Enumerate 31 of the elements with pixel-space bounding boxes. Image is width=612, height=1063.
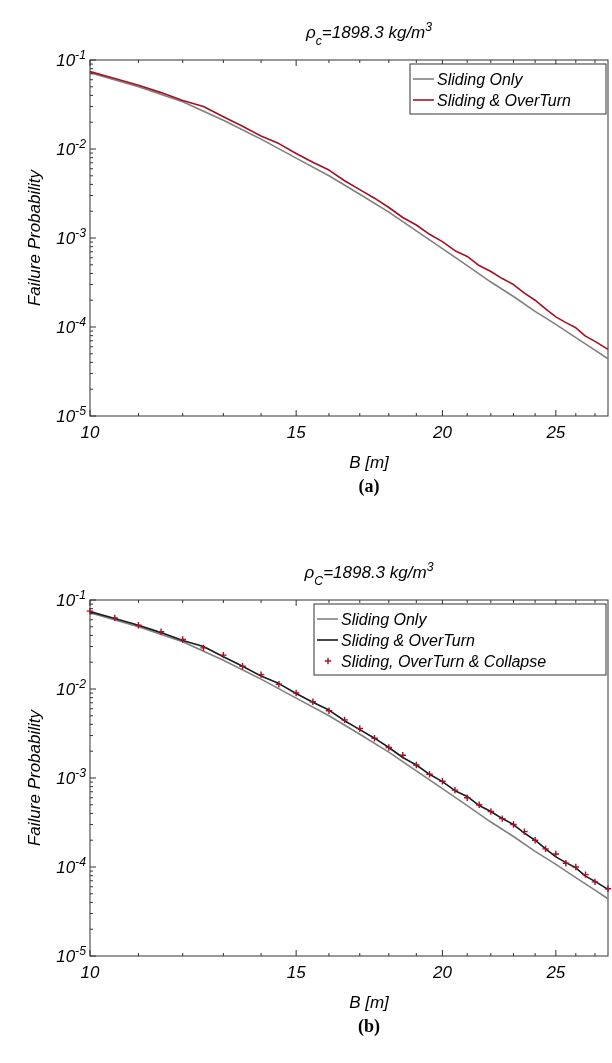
- y-axis-title: Failure Probability: [25, 168, 44, 307]
- y-tick-label: 10$^{-5}$: [56, 944, 87, 966]
- x-axis-title: B [m]: [349, 453, 391, 472]
- x-tick-label: 25: [545, 423, 566, 442]
- y-tick-label: 10$^{-5}$: [56, 404, 87, 426]
- x-tick-label: 10: [80, 423, 100, 442]
- y-tick-label: 10$^{-1}$: [56, 48, 86, 70]
- legend-label: Sliding & OverTurn: [437, 92, 572, 109]
- y-tick-label: 10$^{-2}$: [56, 137, 87, 159]
- y-tick-label: 10$^{-1}$: [56, 588, 86, 610]
- legend-label: Sliding Only: [341, 611, 428, 628]
- x-axis-title: B [m]: [349, 993, 391, 1012]
- y-axis-title: Failure Probability: [25, 708, 44, 847]
- text: (a): [358, 476, 380, 497]
- chart-title: ρ$_{c}$=1898.3 kg/m$^{3}$: [304, 20, 433, 48]
- x-tick-label: 10: [80, 963, 100, 982]
- y-tick-label: 10$^{-2}$: [56, 677, 87, 699]
- chart-title: ρ$_{C}$=1898.3 kg/m$^{3}$: [303, 560, 434, 588]
- legend-label: Sliding, OverTurn & Collapse: [341, 653, 547, 670]
- y-tick-label: 10$^{-3}$: [56, 766, 87, 788]
- legend-label: Sliding & OverTurn: [341, 632, 476, 649]
- y-tick-label: 10$^{-3}$: [56, 226, 87, 248]
- legend-label: Sliding Only: [437, 71, 524, 88]
- y-tick-label: 10$^{-4}$: [56, 315, 87, 337]
- x-tick-label: 15: [286, 423, 307, 442]
- x-tick-label: 20: [431, 423, 453, 442]
- x-tick-label: 25: [545, 963, 566, 982]
- x-tick-label: 20: [431, 963, 453, 982]
- text: (b): [358, 1016, 380, 1037]
- x-tick-label: 15: [286, 963, 307, 982]
- y-tick-label: 10$^{-4}$: [56, 855, 87, 877]
